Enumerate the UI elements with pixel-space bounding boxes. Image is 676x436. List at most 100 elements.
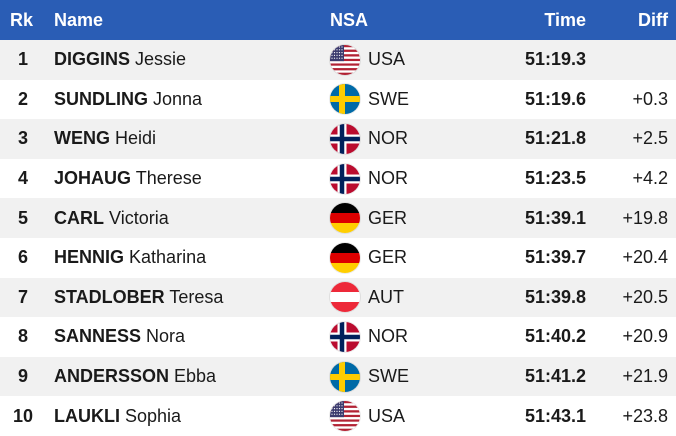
nsa-cell: AUT [330,282,404,313]
rank-cell: 10 [12,405,34,426]
athlete-surname: ANDERSSON [54,366,170,387]
athlete-name[interactable]: SUNDLING Jonna [54,89,202,110]
diff-cell: +20.4 [622,247,668,268]
athlete-name[interactable]: CARL Victoria [54,208,169,229]
usa-flag-icon [330,401,360,432]
nsa-code: AUT [368,286,404,307]
swe-flag-icon [330,84,360,115]
nor-flag-icon [330,123,360,154]
athlete-given-name: Nora [146,326,186,347]
time-cell: 51:23.5 [524,168,586,189]
header-nsa[interactable]: NSA [330,9,369,30]
athlete-given-name: Therese [135,168,202,189]
nsa-cell: SWE [330,361,410,392]
diff-cell: +4.2 [632,168,668,189]
rank-cell: 7 [17,286,28,307]
rank-cell: 3 [17,128,28,149]
athlete-given-name: Victoria [109,207,169,228]
athlete-given-name: Jonna [153,88,203,109]
time-cell: 51:39.7 [524,247,586,268]
athlete-name[interactable]: STADLOBER Teresa [54,287,223,308]
athlete-name[interactable]: LAUKLI Sophia [54,406,181,427]
time-cell: 51:43.1 [524,405,586,426]
athlete-name[interactable]: HENNIG Katharina [54,247,206,268]
table-row[interactable]: 6 HENNIG Katharina GER 51:39.7 +20.4 [0,237,676,278]
rank-cell: 4 [17,168,28,189]
diff-cell: +21.9 [622,366,668,387]
time-cell: 51:41.2 [524,366,586,387]
table-row[interactable]: 8 SANNESS Nora NOR 51:40.2 +20.9 [0,317,676,357]
time-cell: 51:19.3 [524,49,586,70]
rank-cell: 2 [17,88,28,109]
athlete-surname: WENG [54,128,110,149]
ger-flag-icon [330,203,360,234]
table-row[interactable]: 2 SUNDLING Jonna SWE 51:19.6 +0.3 [0,79,676,120]
time-cell: 51:39.1 [524,207,586,228]
ger-flag-icon [330,242,360,273]
athlete-surname: LAUKLI [54,405,120,426]
nsa-code: USA [368,405,406,426]
nor-flag-icon [330,163,360,194]
diff-cell: +19.8 [622,207,668,228]
nsa-code: GER [368,207,408,228]
athlete-given-name: Sophia [125,405,182,426]
athlete-name[interactable]: ANDERSSON Ebba [54,366,216,387]
diff-cell: +23.8 [622,405,668,426]
nsa-cell: NOR [330,123,408,154]
rank-cell: 5 [17,207,28,228]
header-time[interactable]: Time [544,9,586,30]
table-row[interactable]: 3 WENG Heidi NOR 51:21.8 +2.5 [0,119,676,159]
table-row[interactable]: 5 CARL Victoria GER 51:39.1 +19.8 [0,198,676,238]
nor-flag-icon [330,321,360,352]
aut-flag-icon [330,282,360,313]
diff-cell: +2.5 [632,128,668,149]
athlete-given-name: Jessie [135,49,187,70]
athlete-surname: STADLOBER [54,286,165,307]
table-row[interactable]: 10 LAUKLI Sophia USA 51:43.1 +23.8 [0,396,676,436]
nsa-code: NOR [368,128,408,149]
table-row[interactable]: 9 ANDERSSON Ebba SWE 51:41.2 +21.9 [0,356,676,397]
athlete-given-name: Heidi [115,128,157,149]
table-body: 1 DIGGINS Jessie USA 51:19.3 2 SUNDLING … [0,40,676,436]
nsa-cell: GER [330,242,407,273]
athlete-surname: SUNDLING [54,88,148,109]
nsa-code: SWE [368,88,410,109]
table-row[interactable]: 4 JOHAUG Therese NOR 51:23.5 +4.2 [0,158,676,199]
nsa-code: USA [368,49,406,70]
nsa-code: NOR [368,168,408,189]
athlete-name[interactable]: JOHAUG Therese [54,168,202,189]
diff-cell: +0.3 [632,88,668,109]
athlete-given-name: Teresa [169,286,224,307]
table-header: Rk Name NSA Time Diff [0,0,676,40]
rank-cell: 8 [17,326,28,347]
athlete-surname: CARL [54,207,104,228]
nsa-cell: SWE [330,84,410,115]
rank-cell: 1 [17,49,28,70]
header-name[interactable]: Name [54,9,104,30]
athlete-surname: JOHAUG [54,168,132,189]
header-rank[interactable]: Rk [10,9,34,30]
nsa-code: SWE [368,366,410,387]
diff-cell: +20.9 [622,326,668,347]
nsa-cell: NOR [330,321,408,352]
rank-cell: 9 [17,366,28,387]
athlete-name[interactable]: SANNESS Nora [54,326,185,347]
athlete-name[interactable]: WENG Heidi [54,128,156,149]
table-row[interactable]: 1 DIGGINS Jessie USA 51:19.3 [0,40,676,80]
usa-flag-icon [330,44,360,75]
time-cell: 51:40.2 [524,326,586,347]
nsa-cell: USA [330,44,406,75]
header-diff[interactable]: Diff [638,9,668,30]
nsa-cell: NOR [330,163,408,194]
time-cell: 51:19.6 [524,88,586,109]
diff-cell: +20.5 [622,286,668,307]
time-cell: 51:39.8 [524,286,586,307]
nsa-cell: USA [330,401,406,432]
time-cell: 51:21.8 [524,128,586,149]
nsa-cell: GER [330,203,408,234]
athlete-surname: HENNIG [54,247,125,268]
athlete-name[interactable]: DIGGINS Jessie [54,49,186,70]
athlete-surname: SANNESS [54,326,142,347]
table-row[interactable]: 7 STADLOBER Teresa AUT 51:39.8 +20.5 [0,277,676,318]
